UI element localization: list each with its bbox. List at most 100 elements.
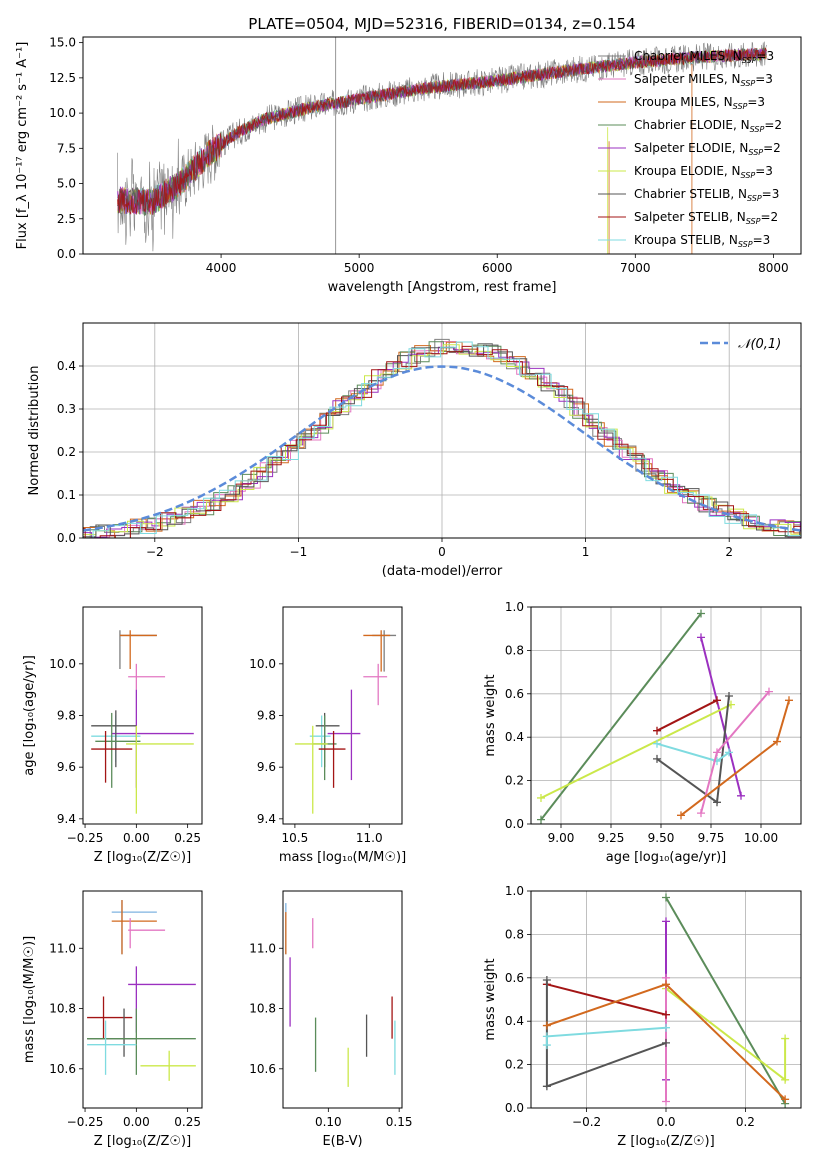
legend-label: Kroupa ELODIE, NSSP=3 — [634, 164, 773, 180]
x-tick-label: 0.25 — [174, 1115, 201, 1129]
x-tick-label: 8000 — [758, 261, 789, 275]
x-tick-label: 0.00 — [123, 1115, 150, 1129]
errorbar-series — [294, 630, 397, 814]
weight-marker — [725, 691, 733, 700]
y-axis-label: Normed distribution — [27, 366, 42, 496]
axes-age-vs-Z: −0.25 0.00 0.25 9.4 9.6 9.8 10.0 Z [log₁₀(Z/Z☉)… — [22, 655, 201, 865]
y-tick-label: 9.4 — [57, 812, 76, 826]
y-tick-label: 9.6 — [57, 760, 76, 774]
legend-label-sub: SSP — [741, 79, 756, 88]
errorbar-series — [87, 900, 196, 1081]
legend-label-main: Chabrier ELODIE, N — [634, 118, 750, 132]
y-tick-label: 15.0 — [49, 36, 76, 50]
axes-residual-histogram: −2 −1 0 1 2 0.0 0.1 0.2 0.3 0.4 (data-model)/error… — [27, 323, 801, 579]
y-axis-label: mass [log₁₀(M/M☉)] — [22, 936, 37, 1063]
legend-label-main: Salpeter STELIB, N — [634, 210, 746, 224]
legend-label-tail: =3 — [755, 72, 773, 86]
y-tick-label: 10.6 — [49, 1062, 76, 1076]
weight-series — [537, 609, 793, 824]
weight-marker — [542, 1082, 551, 1091]
legend-label-tail: =3 — [747, 95, 765, 109]
weight-marker — [781, 1075, 790, 1084]
y-tick-label: 10.8 — [249, 1002, 276, 1016]
weight-marker — [713, 798, 721, 807]
legend-label-sub: SSP — [738, 240, 753, 249]
legend-label-sub: SSP — [750, 125, 765, 134]
weight-line — [656, 699, 718, 732]
histogram-series — [83, 338, 801, 538]
legend-label-sub: SSP — [742, 56, 757, 65]
y-tick-label: 0.4 — [57, 359, 76, 373]
weight-marker — [542, 975, 551, 984]
y-tick-label: 9.6 — [257, 760, 276, 774]
y-tick-label: 0.6 — [505, 971, 524, 985]
y-tick-label: 0.4 — [505, 1014, 524, 1028]
y-tick-label: 0.2 — [57, 445, 76, 459]
y-tick-label: 0.0 — [57, 247, 76, 261]
x-tick-label: −1 — [290, 545, 308, 559]
spectrum-line — [117, 47, 767, 215]
x-axis-label: Z [log₁₀(Z/Z☉)] — [617, 1134, 714, 1149]
y-tick-label: 10.0 — [49, 106, 76, 120]
histogram-step — [83, 344, 801, 536]
x-tick-label: 6000 — [482, 261, 513, 275]
legend-label: Salpeter STELIB, NSSP=2 — [634, 210, 778, 226]
figure-title: PLATE=0504, MJD=52316, FIBERID=0134, z=0… — [248, 15, 635, 33]
x-tick-label: 1 — [582, 545, 590, 559]
legend-label: Chabrier ELODIE, NSSP=2 — [634, 118, 782, 134]
weight-marker — [653, 739, 661, 748]
weight-marker — [662, 1038, 670, 1047]
legend-label-main: Salpeter ELODIE, N — [634, 141, 748, 155]
y-tick-label: 5.0 — [57, 177, 76, 191]
weight-marker — [537, 793, 545, 802]
weight-marker — [677, 811, 685, 820]
x-tick-label: 9.00 — [548, 831, 575, 845]
x-axis-label: (data-model)/error — [382, 564, 503, 579]
weight-line — [700, 637, 742, 797]
weight-line — [665, 896, 786, 1105]
x-tick-label: 4000 — [206, 261, 237, 275]
weight-marker — [542, 1041, 551, 1050]
frame-weight-vs-Z — [530, 890, 802, 1109]
x-tick-label: 0.0 — [656, 1115, 675, 1129]
frame-hist — [82, 322, 802, 539]
spectrum-line — [117, 47, 767, 216]
errorbar-series — [91, 630, 194, 814]
legend-label: Kroupa MILES, NSSP=3 — [634, 95, 765, 111]
weight-line — [545, 980, 667, 1088]
y-tick-label: 0.1 — [57, 488, 76, 502]
y-tick-label: 0.2 — [505, 774, 524, 788]
x-tick-label: 10.00 — [744, 831, 778, 845]
weight-marker — [781, 1034, 790, 1043]
x-axis-label: wavelength [Angstrom, rest frame] — [328, 280, 557, 295]
weight-marker — [662, 1023, 670, 1032]
weight-marker — [713, 748, 721, 757]
weight-marker — [725, 748, 733, 757]
x-axis-label: mass [log₁₀(M/M☉)] — [279, 850, 406, 865]
weight-marker — [737, 791, 745, 800]
x-tick-label: 7000 — [620, 261, 651, 275]
weight-marker — [662, 917, 670, 926]
y-tick-label: 0.4 — [505, 730, 524, 744]
x-tick-label: −0.25 — [67, 831, 104, 845]
y-tick-label: 2.5 — [57, 212, 76, 226]
frame-mass-vs-Z — [82, 890, 203, 1109]
weight-marker — [697, 609, 705, 618]
y-tick-label: 0.0 — [57, 531, 76, 545]
x-tick-label: 0.2 — [736, 1115, 755, 1129]
y-axis-label: mass weight — [483, 674, 498, 756]
weight-line — [545, 1026, 667, 1046]
y-tick-label: 9.4 — [257, 812, 276, 826]
weight-marker — [662, 1010, 670, 1019]
x-tick-label: −2 — [146, 545, 164, 559]
legend-label-main: Salpeter MILES, N — [634, 72, 741, 86]
legend-label: Chabrier MILES, NSSP=3 — [634, 49, 774, 65]
x-axis-label: Z [log₁₀(Z/Z☉)] — [94, 1134, 191, 1149]
x-tick-label: 5000 — [344, 261, 375, 275]
legend-label-main: Kroupa MILES, N — [634, 95, 733, 109]
y-tick-label: 10.0 — [49, 657, 76, 671]
y-tick-label: 0.0 — [505, 1101, 524, 1115]
histogram-step — [83, 341, 801, 538]
legend-label-main: Chabrier MILES, N — [634, 49, 742, 63]
